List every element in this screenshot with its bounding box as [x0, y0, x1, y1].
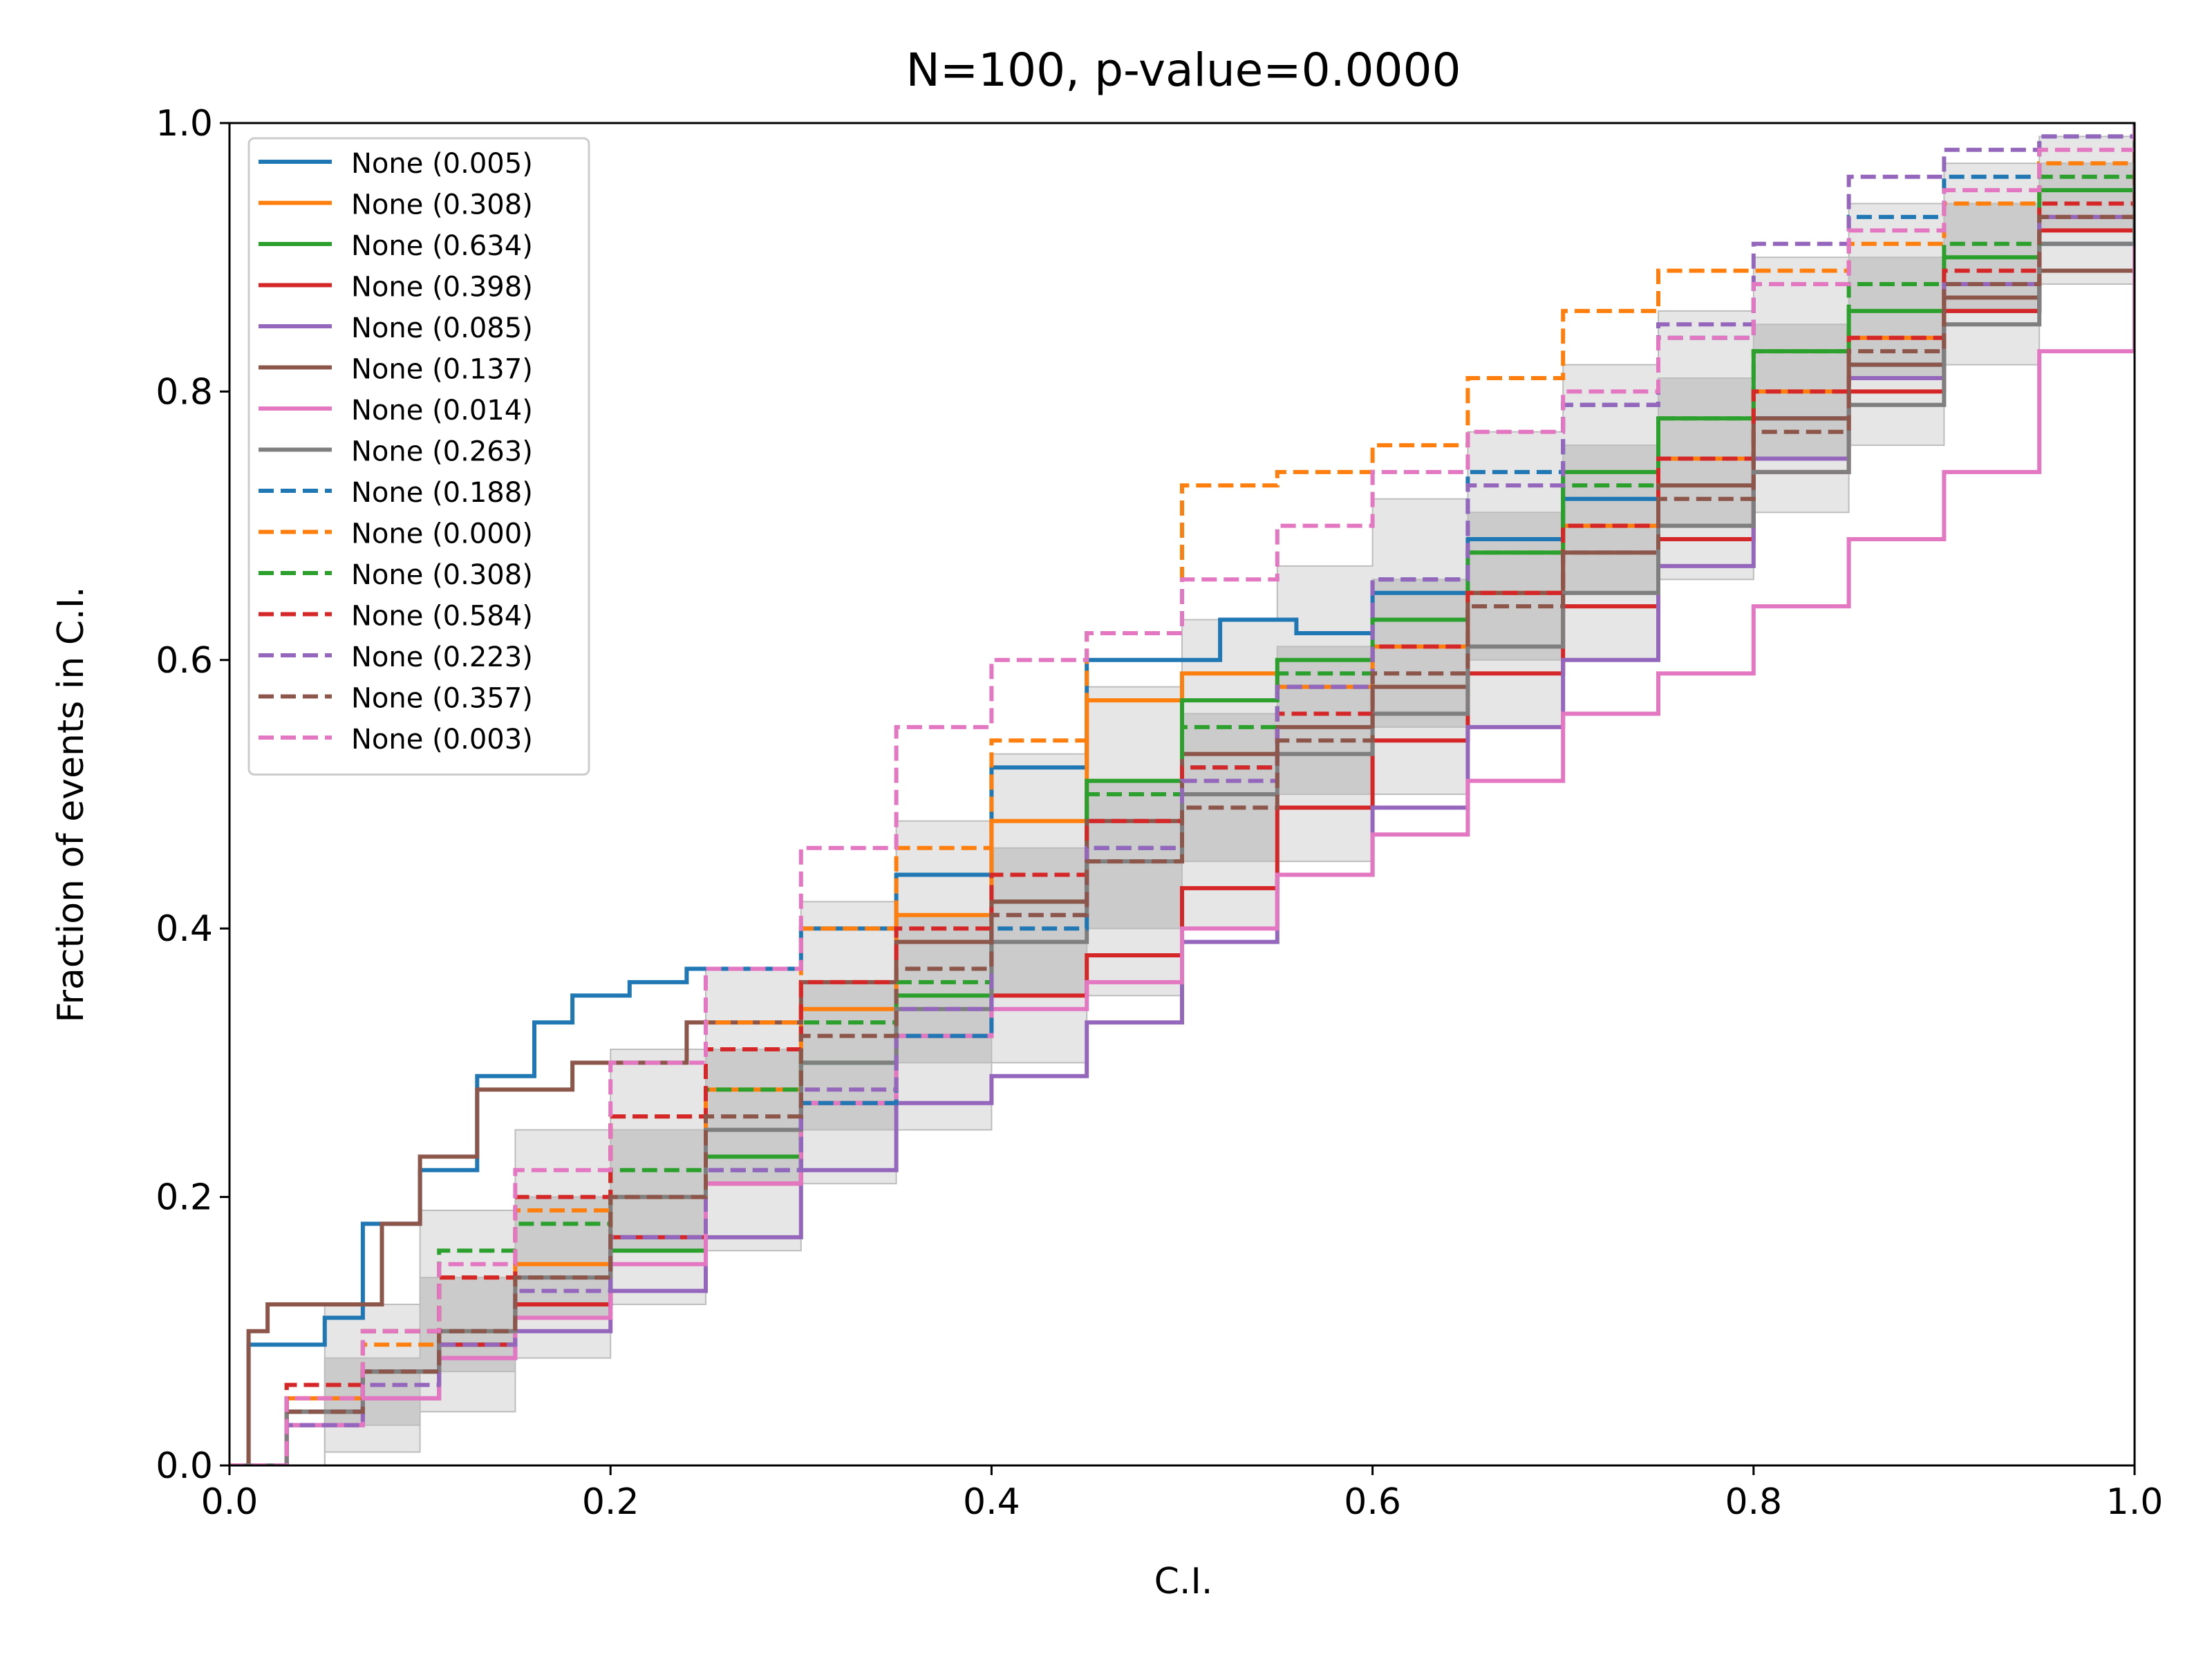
legend-label: None (0.188)	[351, 477, 533, 509]
legend-label: None (0.005)	[351, 148, 533, 180]
legend-label: None (0.398)	[351, 272, 533, 303]
legend-label: None (0.308)	[351, 189, 533, 221]
y-tick-label: 1.0	[156, 103, 213, 144]
y-tick-label: 0.6	[156, 640, 213, 682]
x-tick-label: 0.2	[582, 1481, 639, 1523]
x-tick-label: 0.4	[963, 1481, 1020, 1523]
x-axis-label: C.I.	[1154, 1561, 1213, 1602]
legend-label: None (0.263)	[351, 436, 533, 468]
legend-label: None (0.308)	[351, 559, 533, 591]
axes-frame	[228, 122, 2136, 1467]
x-tick-label: 0.0	[201, 1481, 259, 1523]
legend-label: None (0.634)	[351, 230, 533, 262]
y-tick-label: 0.2	[156, 1177, 213, 1219]
plot-area: 0.0 0.2 0.4 0.6 0.8 1.0 0.0 0.2 0.4 0.6 0.8 1.0 None…	[156, 103, 2163, 1523]
y-tick-label: 0.4	[156, 908, 213, 950]
legend-label: None (0.137)	[351, 354, 533, 386]
series-line-14	[229, 123, 2135, 1465]
plot-content	[229, 123, 2135, 1465]
legend-label: None (0.223)	[351, 641, 533, 673]
x-tick-label: 0.6	[1344, 1481, 1401, 1523]
x-tick-label: 0.8	[1725, 1481, 1782, 1523]
legend-label: None (0.000)	[351, 518, 533, 550]
chart-title: N=100, p-value=0.0000	[906, 44, 1461, 97]
y-tick-label: 0.0	[156, 1445, 213, 1487]
y-tick-label: 0.8	[156, 371, 213, 413]
legend-label: None (0.014)	[351, 395, 533, 427]
x-tick-label: 1.0	[2106, 1481, 2164, 1523]
legend-label: None (0.584)	[351, 601, 533, 632]
series-line-7	[229, 123, 2135, 1465]
series-line-15	[229, 123, 2135, 1465]
legend-label: None (0.003)	[351, 724, 533, 756]
legend: None (0.005) None (0.308) None (0.634) None…	[247, 137, 590, 776]
legend-box	[247, 137, 590, 776]
y-axis-label: Fraction of events in C.I.	[50, 586, 92, 1022]
legend-label: None (0.085)	[351, 312, 533, 344]
legend-label: None (0.357)	[351, 683, 533, 715]
